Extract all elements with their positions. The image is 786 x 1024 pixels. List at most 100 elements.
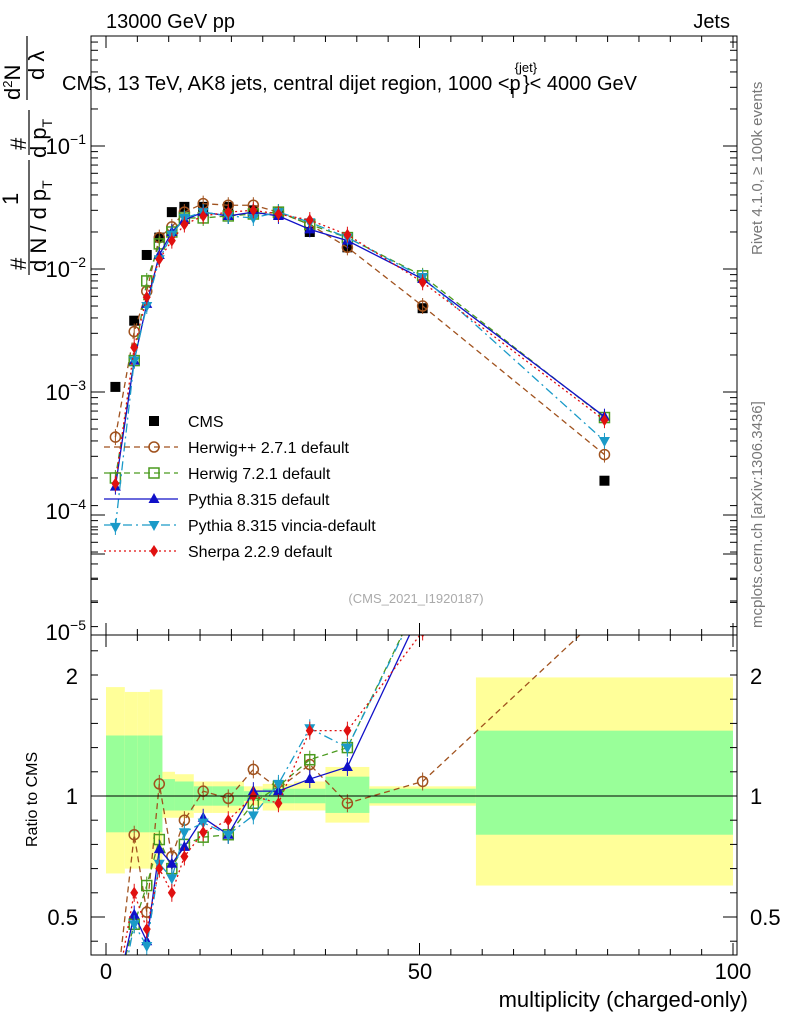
main-point-sherpa <box>274 207 283 220</box>
ratio-point-sherpa <box>224 814 233 827</box>
main-point-sherpa <box>167 234 176 247</box>
main-point-sherpa <box>199 209 208 222</box>
ratio-tick-label-1-left: 1 <box>66 784 78 809</box>
main-panel-series <box>109 195 611 535</box>
ratio-panel-frame <box>90 634 738 956</box>
ratio-point-vincia <box>178 828 190 839</box>
legend-marker-cms <box>149 416 159 426</box>
main-point-cms <box>599 475 610 486</box>
main-point-cms <box>166 207 177 218</box>
ratio-point-sherpa <box>142 923 151 936</box>
ratio-point-sherpa <box>305 724 314 737</box>
ratio-point-sherpa <box>343 724 352 737</box>
ratio-point-sherpa <box>421 635 425 638</box>
ratio-tick-label-2-right: 2 <box>750 664 762 689</box>
ratio-y-tick-labels: 2 1 0.5 2 1 0.5 <box>47 664 780 930</box>
ratio-point-herwigpp <box>416 775 429 788</box>
main-point-herwigpp <box>598 448 611 461</box>
ratio-point-herwigpp <box>153 778 166 790</box>
main-line-herwig7 <box>114 211 605 479</box>
ratio-point-vincia <box>272 779 284 790</box>
ylabel-hash-2: # <box>6 137 31 150</box>
legend-marker-vincia <box>148 521 160 531</box>
ratio-tick-label-05-left: 0.5 <box>47 905 78 930</box>
main-point-sherpa <box>343 228 352 241</box>
ratio-point-sherpa <box>111 991 119 1003</box>
plot-title: CMS, 13 TeV, AK8 jets, central dijet reg… <box>62 60 638 101</box>
main-point-sherpa <box>600 414 609 427</box>
side-label-rivet: Rivet 4.1.0, ≥ 100k events <box>749 82 766 255</box>
ratio-band-inner <box>162 779 175 811</box>
legend-marker-herwigpp <box>148 441 160 453</box>
ylabel-dpt: d pT <box>26 118 55 158</box>
main-point-sherpa <box>305 214 314 227</box>
ratio-point-vincia <box>166 874 178 885</box>
legend-label-pythia: Pythia 8.315 default <box>188 492 330 509</box>
ratio-point-vincia <box>222 830 234 841</box>
main-point-sherpa <box>130 341 139 354</box>
ylabel-d2n: d2N <box>0 65 25 100</box>
side-label-mcplots: mcplots.cern.ch [arXiv:1306.3436] <box>749 401 766 628</box>
legend-label-herwig7: Herwig 7.2.1 default <box>188 466 331 483</box>
ratio-point-pythia <box>599 233 610 243</box>
axis-ticks <box>91 36 737 955</box>
legend-marker-herwig7 <box>148 467 160 479</box>
legend-label-vincia: Pythia 8.315 vincia-default <box>188 518 376 535</box>
ratio-point-vincia <box>128 920 140 931</box>
main-point-cms <box>110 381 121 392</box>
ratio-point-pythia <box>110 993 121 1003</box>
y-tick-label-1e-3: 10−3 <box>46 377 87 405</box>
x-tick-label-50: 50 <box>408 959 432 984</box>
ratio-point-sherpa <box>130 886 139 899</box>
main-y-tick-labels: 10−1 10−2 10−3 10−4 10−5 <box>46 131 87 645</box>
ratio-band-inner <box>124 735 138 833</box>
ylabel-dlambda: d λ <box>24 51 49 80</box>
ratio-point-vincia <box>247 811 259 822</box>
legend-label-sherpa: Sherpa 2.2.9 default <box>188 544 333 561</box>
main-point-sherpa <box>224 206 233 219</box>
ratio-point-vincia <box>341 743 353 754</box>
ratio-line-herwigpp <box>120 635 581 955</box>
analysis-id: (CMS_2021_I1920187) <box>348 591 483 606</box>
ratio-point-herwigpp <box>341 797 354 810</box>
main-point-sherpa <box>142 291 151 304</box>
main-point-sherpa <box>418 276 427 289</box>
y-tick-label-1e-2: 10−2 <box>46 254 87 282</box>
ratio-point-sherpa <box>155 862 164 875</box>
ratio-point-herwig7 <box>304 753 316 766</box>
main-point-herwigpp <box>128 325 140 338</box>
main-point-vincia <box>598 436 610 447</box>
ratio-point-pythia <box>178 840 190 851</box>
ratio-point-sherpa <box>180 850 189 863</box>
main-point-herwigpp <box>416 300 429 312</box>
ratio-point-herwigpp <box>247 763 260 776</box>
ratio-point-vincia <box>141 942 153 953</box>
ratio-point-pythia <box>166 857 178 868</box>
main-point-sherpa <box>180 218 189 231</box>
ratio-tick-label-2-left: 2 <box>66 664 78 689</box>
ratio-point-sherpa <box>167 886 176 899</box>
ratio-line-vincia <box>127 635 404 955</box>
ratio-band-inner <box>149 735 163 833</box>
y-tick-label-1e-1: 10−1 <box>46 131 87 159</box>
ratio-band-inner <box>106 735 125 833</box>
ratio-line-herwig7 <box>125 635 403 955</box>
legend-label-cms: CMS <box>188 414 224 431</box>
x-tick-labels: 0 50 100 <box>100 959 751 984</box>
ratio-band-inner <box>137 735 150 833</box>
ratio-point-sherpa <box>600 282 608 294</box>
main-point-cms <box>129 315 140 326</box>
ratio-band-inner <box>475 730 733 835</box>
ratio-point-sherpa <box>199 826 208 839</box>
header-left: 13000 GeV pp <box>106 11 235 33</box>
ratio-uncertainty-bands <box>106 677 733 886</box>
main-point-vincia <box>128 356 140 367</box>
ratio-point-pythia <box>304 773 316 784</box>
ratio-line-sherpa <box>122 635 421 955</box>
main-point-vincia <box>247 213 259 224</box>
ratio-point-herwig7 <box>110 989 120 999</box>
ratio-point-herwigpp <box>222 792 235 805</box>
ylabel-dndpt: d N / d pT <box>26 180 55 272</box>
ratio-point-herwigpp <box>110 997 120 1007</box>
